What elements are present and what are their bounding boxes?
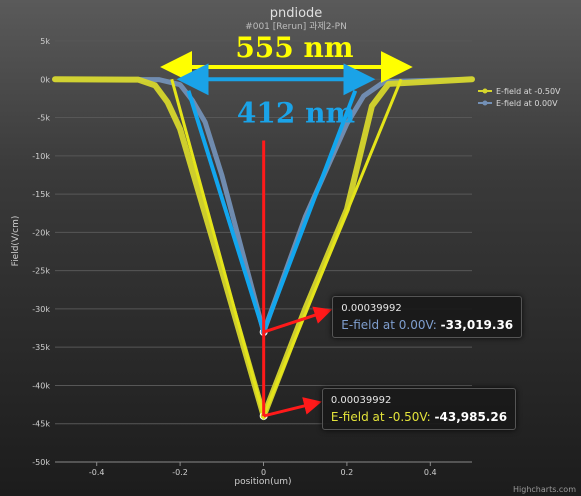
legend-item-label: E-field at 0.00V bbox=[496, 99, 558, 108]
y-tick-label: -35k bbox=[32, 343, 50, 352]
y-tick-label: -20k bbox=[32, 228, 50, 237]
tooltip-series-label: E-field at 0.00V: bbox=[341, 318, 441, 333]
annotation-layer: 555 nm 412 nm bbox=[160, 31, 413, 421]
tooltip-neg050v: 0.00039992 E-field at -0.50V: -43,985.26 bbox=[321, 388, 517, 431]
red-pointer-arrow bbox=[263, 306, 333, 334]
x-tick-label: 0.2 bbox=[341, 468, 354, 477]
y-tick-label: 0k bbox=[40, 75, 50, 84]
y-tick-label: -50k bbox=[32, 458, 50, 467]
chart-subtitle: #001 [Rerun] 과제2-PN bbox=[245, 21, 347, 32]
y-tick-label: 5k bbox=[40, 37, 50, 46]
tooltip-series-label: E-field at -0.50V: bbox=[330, 410, 435, 425]
y-axis-label: Field(V/cm) bbox=[11, 216, 21, 267]
y-tick-label: -10k bbox=[32, 152, 50, 161]
tooltip-header: 0.00039992 bbox=[330, 395, 392, 407]
chart-title: pndiode bbox=[270, 6, 323, 21]
annotation-555nm: 555 nm bbox=[235, 31, 353, 64]
legend[interactable]: E-field at -0.50V E-field at 0.00V bbox=[478, 87, 561, 108]
annotation-412nm: 412 nm bbox=[237, 96, 355, 129]
tooltip-value: -43,985.26 bbox=[434, 410, 508, 425]
y-tick-label: -45k bbox=[32, 420, 50, 429]
legend-item-label: E-field at -0.50V bbox=[496, 87, 561, 96]
y-tick-label: -15k bbox=[32, 190, 50, 199]
x-axis-label: position(um) bbox=[234, 477, 291, 487]
legend-marker bbox=[482, 88, 488, 94]
y-tick-label: -5k bbox=[37, 114, 50, 123]
x-tick-label: 0.4 bbox=[424, 468, 437, 477]
x-tick-label: -0.2 bbox=[172, 468, 188, 477]
red-pointer-arrow bbox=[263, 397, 322, 418]
axes: 5k 0k -5k -10k -15k -20k -25k -30k -35k -40k -45k -… bbox=[32, 37, 472, 477]
credits[interactable]: Highcharts.com bbox=[513, 485, 576, 494]
legend-marker bbox=[482, 100, 488, 106]
tooltip-value: -33,019.36 bbox=[440, 318, 514, 333]
tooltip-0v: 0.00039992 E-field at 0.00V: -33,019.36 bbox=[332, 296, 523, 339]
y-tick-label: -30k bbox=[32, 305, 50, 314]
y-tick-label: -25k bbox=[32, 267, 50, 276]
tooltip-header: 0.00039992 bbox=[341, 303, 402, 315]
x-tick-label: 0 bbox=[261, 468, 266, 477]
y-tick-label: -40k bbox=[32, 381, 50, 390]
x-tick-label: -0.4 bbox=[89, 468, 105, 477]
